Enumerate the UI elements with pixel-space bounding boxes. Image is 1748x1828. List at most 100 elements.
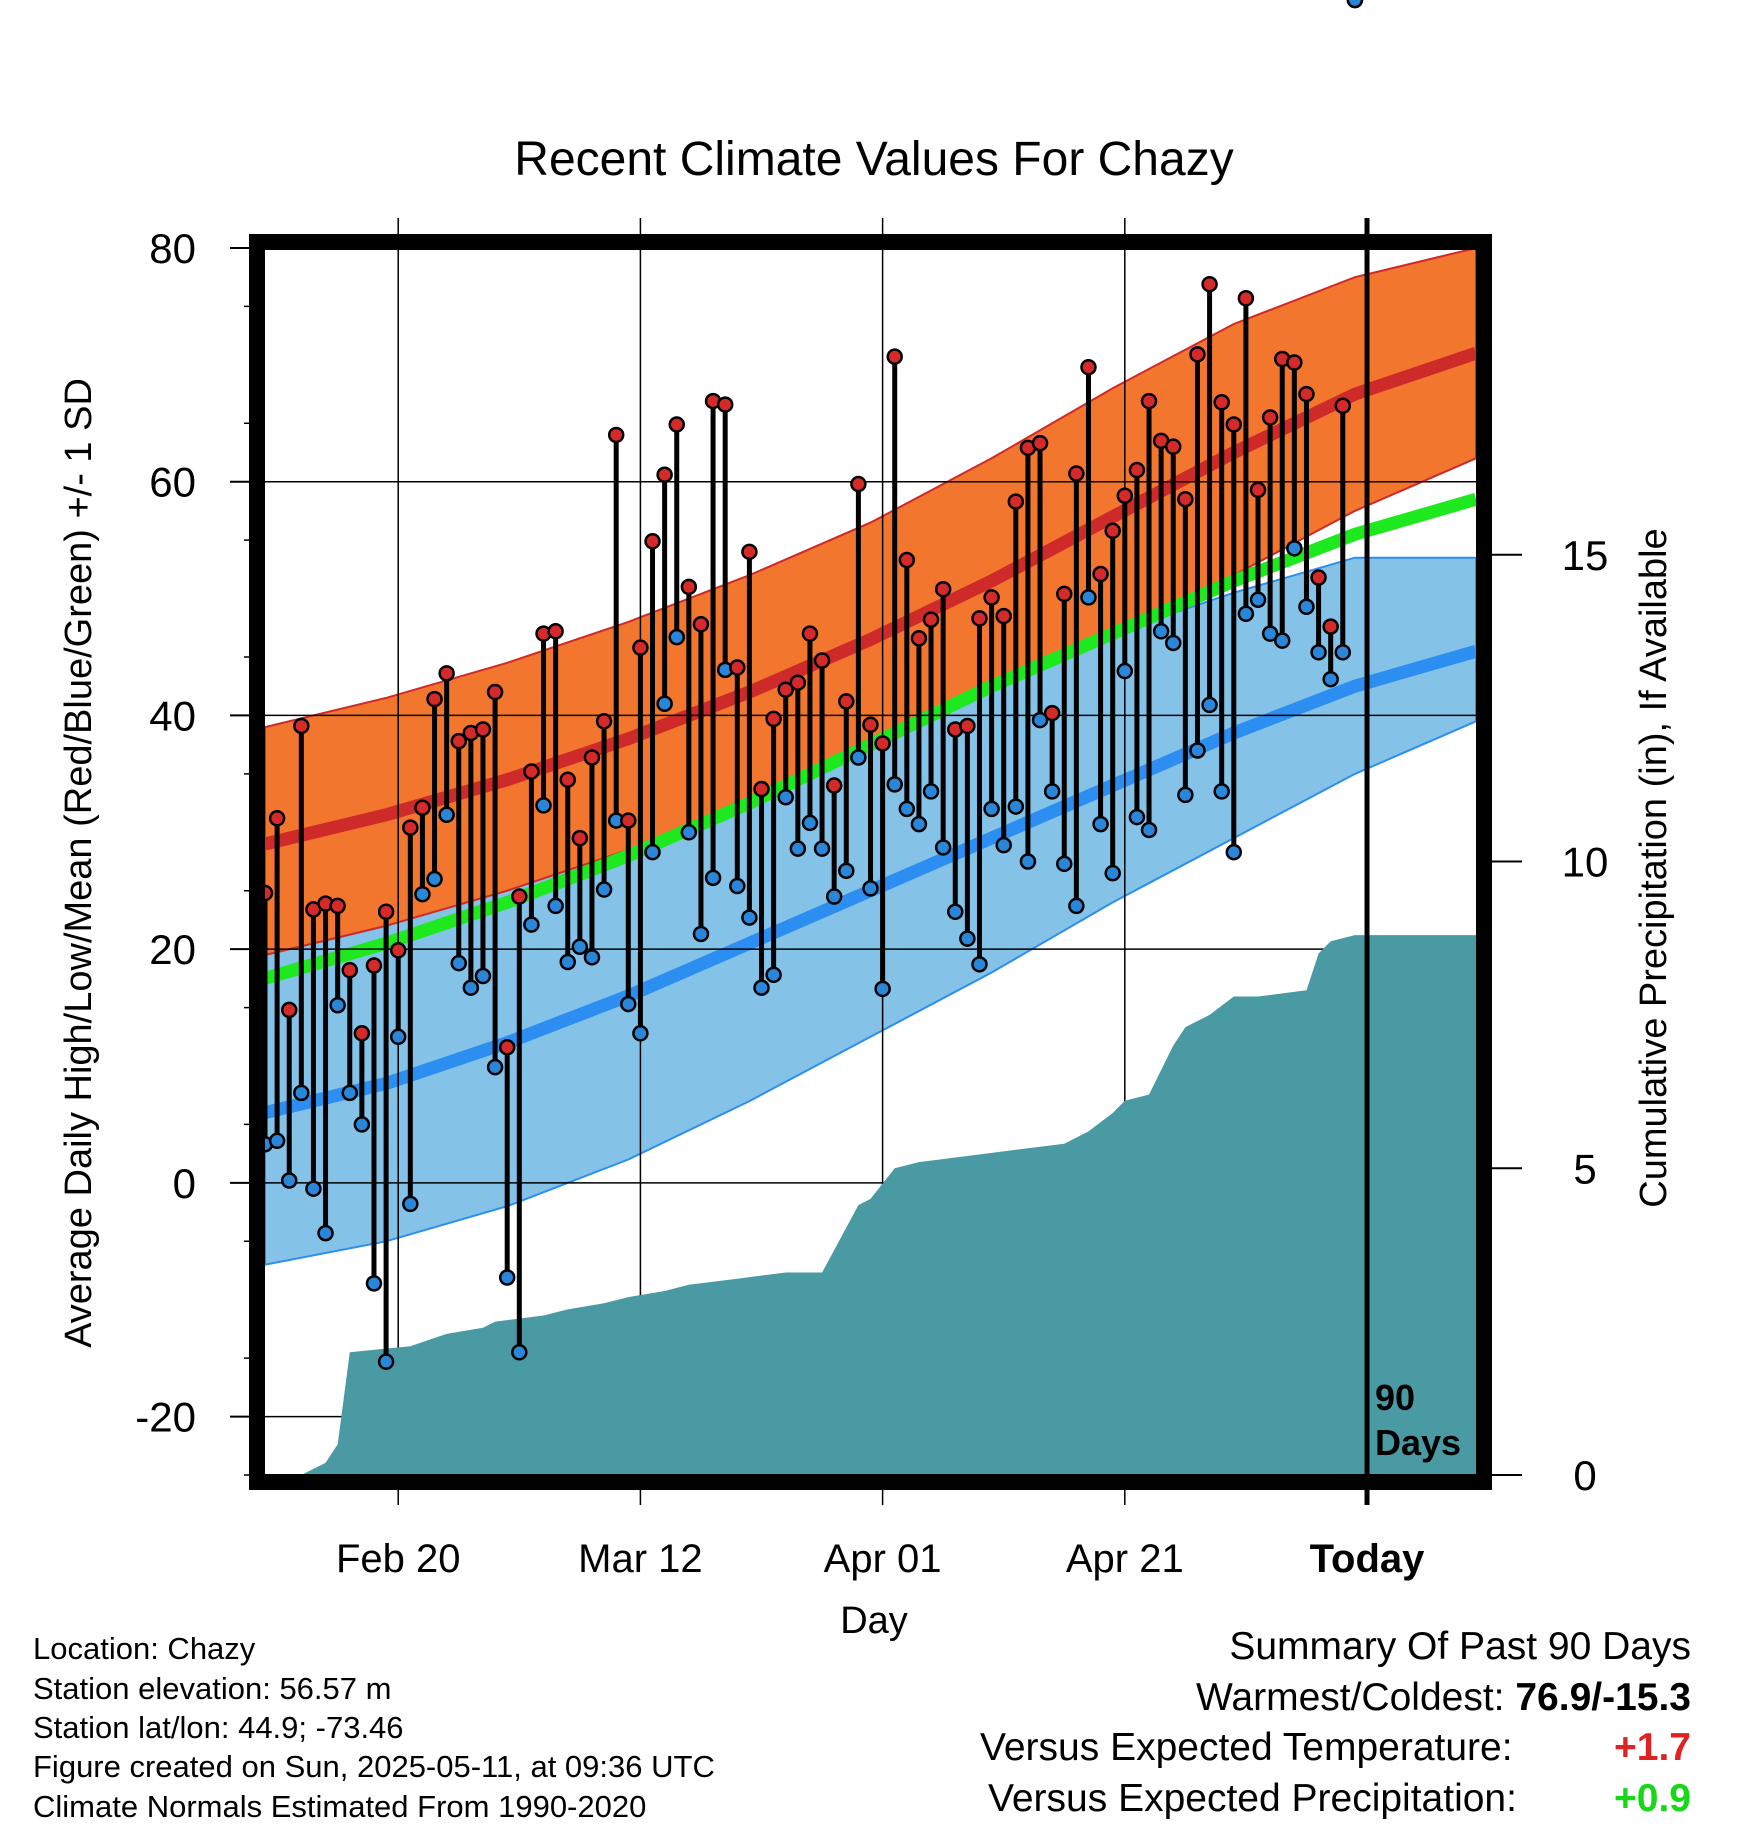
high-point (1213, 394, 1230, 411)
high-point (801, 625, 819, 642)
high-point (1249, 481, 1267, 499)
high-point (1286, 354, 1303, 371)
low-point (511, 1344, 528, 1361)
precip-value: +0.9 (1614, 1777, 1691, 1820)
low-point (1273, 632, 1291, 649)
high-point (571, 829, 589, 847)
day-observation (571, 829, 589, 956)
day-observation (1152, 432, 1170, 640)
low-point (1019, 853, 1037, 870)
temp-value: +1.7 (1614, 1726, 1691, 1769)
day-observation (268, 810, 286, 1150)
low-point (1104, 864, 1121, 882)
y2-tick-label: 0 (1573, 1452, 1596, 1499)
day-observation (729, 659, 746, 895)
low-point (1056, 855, 1073, 873)
high-point (632, 639, 649, 656)
location-text: Location: Chazy (33, 1631, 256, 1666)
day-observation (498, 1039, 516, 1286)
day-observation (1273, 350, 1291, 649)
day-observation (389, 942, 407, 1046)
y-tick-label: 0 (173, 1160, 196, 1207)
low-point (317, 1224, 334, 1242)
y-tick-label: 40 (149, 692, 196, 739)
day-observation (898, 551, 916, 818)
day-observation (547, 623, 564, 915)
low-point (668, 628, 685, 646)
day-observation (438, 665, 455, 824)
high-point (1165, 438, 1182, 455)
high-point (1298, 385, 1315, 403)
high-point (1140, 392, 1158, 410)
low-point (850, 749, 867, 766)
created-text: Figure created on Sun, 2025-05-11, at 09… (33, 1749, 715, 1784)
high-point (1334, 397, 1352, 415)
summary-title: Summary Of Past 90 Days (1229, 1625, 1691, 1668)
low-point (934, 839, 952, 856)
high-point (1007, 493, 1025, 510)
high-point (850, 475, 867, 493)
temp-label: Versus Expected Temperature: (980, 1726, 1513, 1769)
day-observation (922, 611, 940, 800)
day-observation (1056, 585, 1073, 873)
day-observation (353, 1025, 371, 1133)
high-point (486, 683, 504, 701)
low-point (922, 783, 940, 800)
low-point (1213, 783, 1230, 800)
day-observation (486, 683, 504, 1076)
high-point (547, 623, 564, 640)
high-point (1031, 434, 1049, 452)
day-observation (1092, 565, 1109, 833)
high-point (813, 652, 831, 669)
high-point (898, 551, 916, 569)
day-observation (341, 961, 359, 1102)
low-point (959, 930, 976, 947)
high-point (438, 665, 455, 682)
low-point (1031, 711, 1049, 729)
day-observation (414, 799, 431, 903)
day-observation (559, 771, 576, 971)
day-observation (620, 812, 637, 1013)
day-observation (910, 630, 928, 833)
low-point (474, 967, 492, 985)
high-point (934, 580, 952, 598)
axes: -20 0 20 40 60 80 Feb 20 Mar 12 Apr 01 Apr 21 Toda… (135, 225, 1608, 1581)
high-point (729, 659, 746, 676)
high-point (1201, 275, 1218, 293)
y2-axis-label: Cumulative Precipitation (in), If Availa… (1633, 528, 1675, 1207)
daily-observations (256, 0, 1364, 1370)
day-observation (983, 589, 1000, 818)
today-label: Days (1375, 1422, 1461, 1463)
day-observation (753, 780, 770, 996)
day-observation (1165, 438, 1182, 652)
day-observation (583, 749, 601, 966)
day-observation (1140, 392, 1158, 839)
day-observation (1286, 354, 1303, 557)
day-observation (692, 616, 710, 943)
normals-text: Climate Normals Estimated From 1990-2020 (33, 1789, 647, 1824)
high-point (1237, 289, 1255, 307)
high-point (426, 690, 443, 708)
high-point (523, 763, 540, 780)
high-point (1092, 565, 1109, 583)
low-point (1177, 786, 1194, 804)
day-observation (1310, 569, 1327, 661)
day-observation (1104, 522, 1121, 882)
low-point (632, 1025, 649, 1042)
low-point (402, 1195, 419, 1213)
day-observation (1225, 416, 1243, 861)
low-point (535, 797, 552, 814)
high-point (874, 735, 891, 752)
y-tick-label: 80 (149, 225, 196, 272)
today-label: 90 (1375, 1377, 1415, 1418)
high-point (1043, 704, 1061, 722)
high-point (753, 780, 770, 798)
low-point (293, 1084, 310, 1102)
day-observation (1177, 490, 1194, 804)
high-point (1080, 358, 1097, 376)
low-point (910, 815, 928, 833)
high-point (644, 533, 661, 550)
low-point (438, 806, 455, 824)
y-tick-label: 20 (149, 926, 196, 973)
